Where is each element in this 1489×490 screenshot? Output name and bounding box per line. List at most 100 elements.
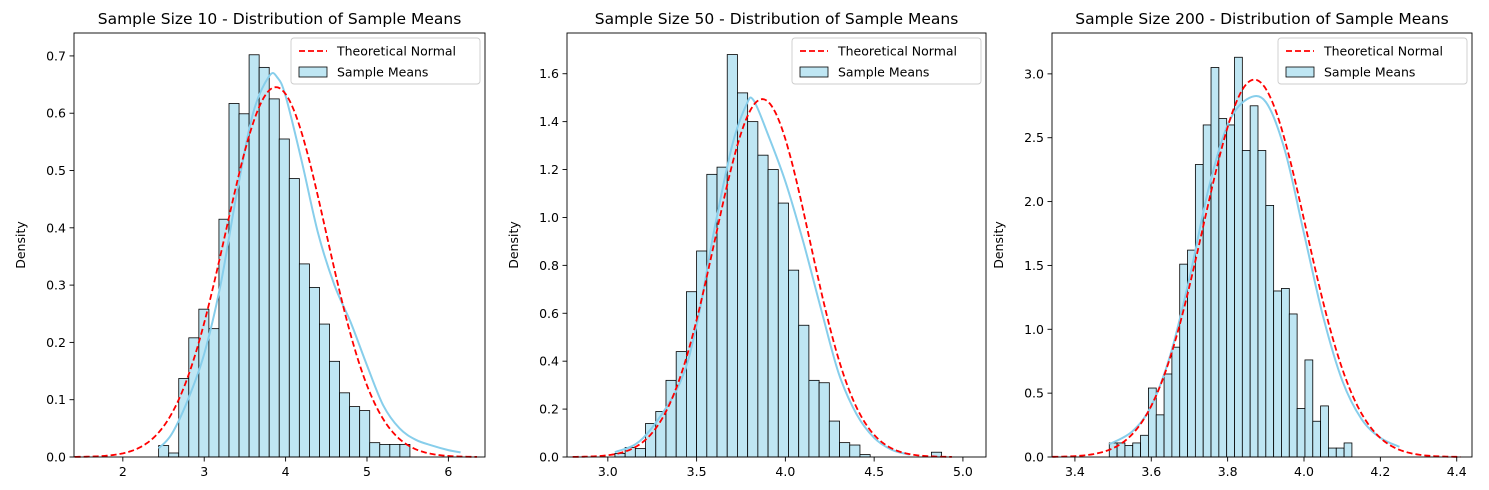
histogram-bar xyxy=(1304,359,1314,458)
x-tick-label: 3 xyxy=(200,464,208,479)
y-axis-label: Density xyxy=(13,221,28,269)
x-tick-label: 4.2 xyxy=(1370,464,1390,479)
histogram-bar xyxy=(1273,290,1282,458)
histogram-bar xyxy=(379,443,391,458)
histogram-bar xyxy=(1281,288,1290,458)
y-tick-label: 2.5 xyxy=(1024,130,1044,145)
histogram-bar xyxy=(349,406,361,458)
histogram-bar xyxy=(1265,205,1275,458)
histogram-bar xyxy=(369,442,381,458)
y-axis-label: Density xyxy=(506,221,521,269)
legend: Theoretical Normal Sample Means xyxy=(791,37,982,85)
y-axis-label: Density xyxy=(991,221,1006,269)
x-tick-label: 3.4 xyxy=(1065,464,1085,479)
y-tick-label: 2.0 xyxy=(1024,194,1044,209)
histogram-bar xyxy=(1171,346,1181,458)
x-tick-label: 4.0 xyxy=(1294,464,1314,479)
histogram-bar xyxy=(808,379,820,458)
histogram-bar xyxy=(1140,434,1149,458)
histogram-bar xyxy=(1234,56,1243,458)
legend-bars-swatch xyxy=(298,66,328,78)
histogram-bar xyxy=(747,121,759,458)
legend-box xyxy=(791,37,982,85)
histogram-bar xyxy=(1155,414,1165,458)
x-tick-label: 4.5 xyxy=(864,464,884,479)
y-tick-label: 0.0 xyxy=(539,450,559,465)
histogram-bar xyxy=(1241,150,1251,458)
y-tick-label: 1.6 xyxy=(539,66,559,81)
x-tick-label: 3.0 xyxy=(598,464,618,479)
axes-frame xyxy=(73,32,486,458)
y-tick-label: 0.5 xyxy=(1024,386,1044,401)
histogram-bar xyxy=(706,173,718,458)
kde-line xyxy=(157,72,461,454)
histogram-bar xyxy=(767,169,779,458)
x-tick-label: 5 xyxy=(363,464,371,479)
histogram-bar xyxy=(1124,445,1134,458)
histogram-bar xyxy=(258,66,270,458)
y-tick-label: 0.2 xyxy=(539,402,559,417)
x-tick-label: 2 xyxy=(119,464,127,479)
y-tick-label: 0.6 xyxy=(539,306,559,321)
histogram-bar xyxy=(319,323,330,458)
histogram-bar xyxy=(1210,67,1220,458)
histogram-bar xyxy=(208,328,220,458)
histogram-bar xyxy=(757,154,769,458)
legend-item-normal: Theoretical Normal xyxy=(1323,44,1443,59)
x-tick-label: 5.0 xyxy=(953,464,973,479)
y-tick-label: 0.8 xyxy=(539,258,559,273)
histogram-bar xyxy=(737,92,749,458)
histogram-bar xyxy=(278,138,290,458)
histogram-bar xyxy=(268,98,280,458)
histogram-bar xyxy=(248,54,260,458)
chart-panel-3: 3.4 3.6 3.8 4.0 4.2 4.4 0.0 0.5 1.0 1.5 2.0 2.5 3.0 S… xyxy=(991,10,1473,479)
histogram-bar xyxy=(634,448,646,458)
histogram-bar xyxy=(288,178,300,458)
x-tick-label: 4.4 xyxy=(1447,464,1467,479)
histogram-bar xyxy=(329,360,340,458)
chart-panel-2: 3.0 3.5 4.0 4.5 5.0 0.0 0.2 0.4 0.6 0.8 1.0 1.2 1.4 1… xyxy=(506,10,987,479)
y-tick-label: 0.6 xyxy=(46,106,66,121)
y-tick-label: 0.3 xyxy=(46,278,66,293)
y-tick-label: 0.1 xyxy=(46,392,66,407)
histogram-bar xyxy=(1296,408,1306,458)
histogram-bar xyxy=(339,392,351,458)
y-tick-label: 0.7 xyxy=(46,48,66,63)
histogram-bar xyxy=(1328,447,1337,458)
histogram-bar xyxy=(359,410,371,458)
histogram-bar xyxy=(168,452,180,458)
chart-title: Sample Size 10 - Distribution of Sample … xyxy=(98,10,462,28)
y-tick-label: 0.4 xyxy=(539,354,559,369)
theoretical-normal-line xyxy=(74,86,478,458)
legend-bars-swatch xyxy=(799,66,829,78)
histogram-bar xyxy=(798,324,810,458)
y-tick-label: 1.0 xyxy=(539,210,559,225)
y-tick-label: 1.2 xyxy=(539,162,559,177)
legend-item-sample-means: Sample Means xyxy=(838,65,929,80)
y-tick-label: 1.5 xyxy=(1024,258,1044,273)
legend-item-normal: Theoretical Normal xyxy=(837,44,957,59)
histogram-bar xyxy=(1163,373,1173,458)
y-tick-label: 3.0 xyxy=(1024,66,1044,81)
histogram-bar xyxy=(1249,105,1259,458)
histogram-bar xyxy=(389,443,401,458)
histogram-bar xyxy=(685,291,698,458)
histogram-bar xyxy=(1202,124,1212,458)
x-tick-label: 3.8 xyxy=(1218,464,1238,479)
histogram-bar xyxy=(309,286,320,458)
histogram-bar xyxy=(655,411,667,458)
histogram-bar xyxy=(849,444,861,458)
histogram-bar xyxy=(1132,442,1141,458)
legend-bars-swatch xyxy=(1285,66,1315,78)
y-tick-label: 0.0 xyxy=(46,450,66,465)
histogram-bar xyxy=(726,54,738,458)
histogram-bar xyxy=(777,202,789,458)
histogram-bar xyxy=(1226,124,1235,458)
histogram-bar xyxy=(188,337,200,458)
histogram-bar xyxy=(1218,118,1228,458)
axes-frame xyxy=(566,32,987,458)
histogram-bar xyxy=(788,269,800,458)
y-tick-label: 1.4 xyxy=(539,114,559,129)
histogram-bar xyxy=(675,351,687,458)
